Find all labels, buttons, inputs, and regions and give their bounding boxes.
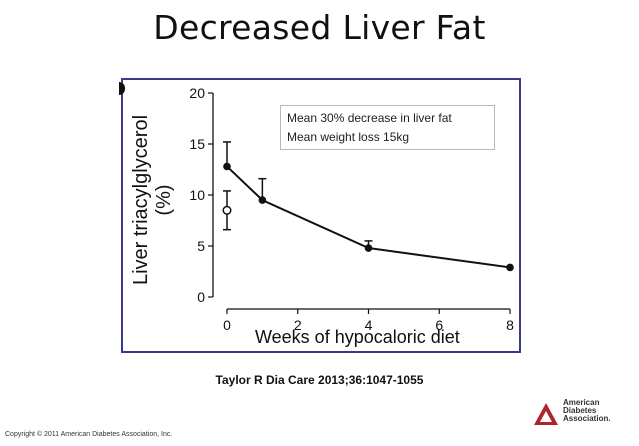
annotation-line-1: Mean 30% decrease in liver fat [287,111,452,125]
chart-frame [121,78,521,353]
data-point [258,196,267,204]
y-axis-label: Liver triacylglycerol (%) [130,115,176,285]
x-tick-label: 2 [294,317,302,333]
x-axis-label: Weeks of hypocaloric diet [255,327,460,347]
x-tick-label: 4 [365,317,373,333]
ada-logo-word-1: American [563,398,600,407]
citation: Taylor R Dia Care 2013;36:1047-1055 [215,373,424,387]
y-tick-label: 10 [189,187,205,203]
ada-logo-word-3: Association. [563,414,611,423]
y-tick-label: 0 [197,289,205,305]
ada-logo-text: American Diabetes Association. [563,399,611,423]
cropped-panel-mark [119,82,125,95]
ada-logo-word-2: Diabetes [563,406,597,415]
y-axis-label-text: Liver triacylglycerol [130,114,152,286]
ada-triangle-icon [534,403,558,425]
x-tick-label: 0 [223,317,231,333]
data-point [506,263,514,272]
chart-plot: 0 5 10 15 20 0 2 4 6 8 [189,85,514,333]
x-tick-label: 8 [506,317,514,333]
chart-annotation-box: Mean 30% decrease in liver fat Mean weig… [280,105,495,150]
data-point-open [222,205,232,215]
copyright-notice: Copyright © 2011 American Diabetes Assoc… [5,431,173,438]
y-axis-label-unit: (%) [153,184,175,216]
annotation-line-2: Mean weight loss 15kg [287,130,410,144]
data-point [364,244,373,252]
y-tick-label: 5 [197,238,205,254]
x-tick-label: 6 [435,317,443,333]
data-point [223,162,231,171]
y-tick-label: 20 [189,85,205,101]
y-tick-label: 15 [189,136,205,152]
slide-title: Decreased Liver Fat [153,8,486,47]
series-line [226,165,511,269]
ada-logo: American Diabetes Association. [533,399,633,429]
